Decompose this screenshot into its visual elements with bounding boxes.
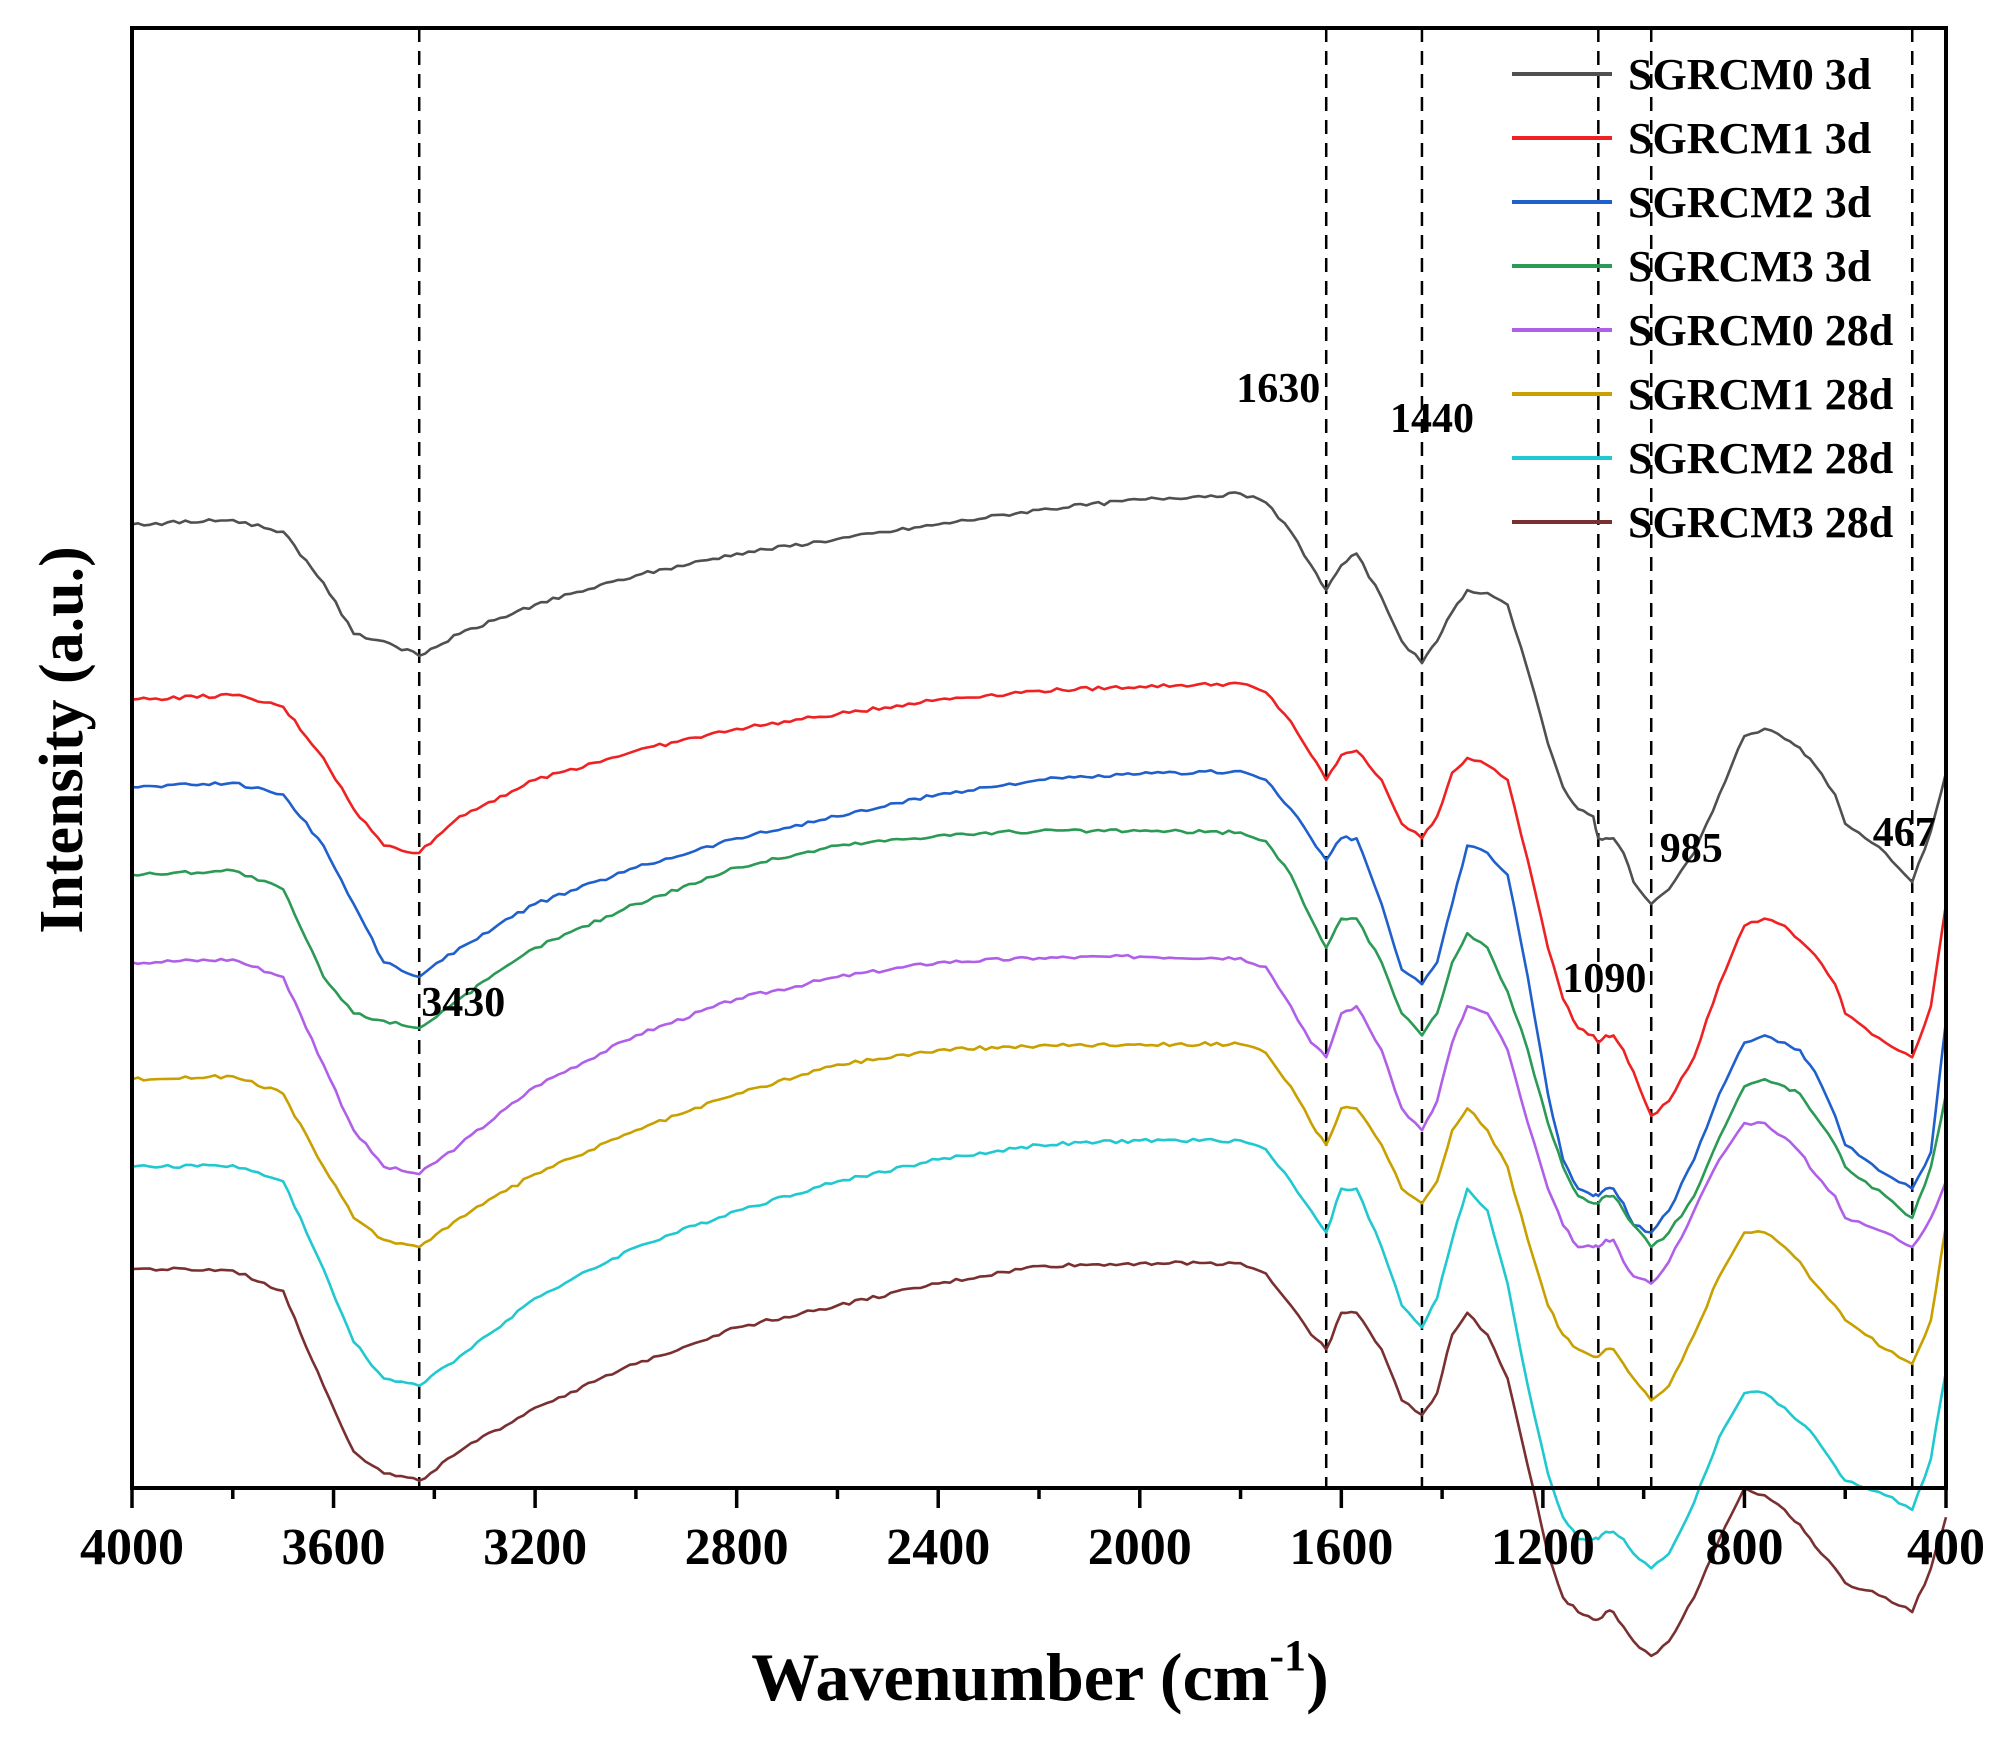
series-line-sgrcm3-28d <box>131 1260 1948 1658</box>
peak-label-1090: 1090 <box>1562 956 1646 1002</box>
x-tick-label-3200: 3200 <box>483 1519 587 1576</box>
x-axis-ticks <box>130 1488 1948 1508</box>
series-line-sgrcm1-3d <box>131 681 1948 1117</box>
peak-label-1440: 1440 <box>1390 396 1474 442</box>
legend-label-sgrcm1-28d: SGRCM1 28d <box>1628 370 1893 419</box>
peak-labels: 3430 1630 1440 1090 985 467 <box>421 366 1936 1026</box>
legend-label-sgrcm1-3d: SGRCM1 3d <box>1628 114 1871 163</box>
peak-label-985: 985 <box>1660 826 1723 872</box>
series-line-sgrcm0-3d <box>131 491 1948 906</box>
x-tick-label-1600: 1600 <box>1289 1519 1393 1576</box>
x-tick-label-1200: 1200 <box>1491 1519 1595 1576</box>
x-axis-title: Wavenumber (cm-1) <box>751 1631 1328 1715</box>
series-line-sgrcm3-3d <box>131 828 1948 1249</box>
x-tick-label-3600: 3600 <box>282 1519 386 1576</box>
legend-label-sgrcm0-3d: SGRCM0 3d <box>1628 50 1871 99</box>
x-tick-label-4000: 4000 <box>80 1519 184 1576</box>
y-axis-title: Intensity (a.u.) <box>28 546 96 934</box>
x-tick-label-800: 800 <box>1705 1519 1783 1576</box>
x-tick-label-2800: 2800 <box>685 1519 789 1576</box>
series-line-sgrcm1-28d <box>131 1041 1948 1402</box>
legend-label-sgrcm2-3d: SGRCM2 3d <box>1628 178 1871 227</box>
series-group <box>131 491 1948 1658</box>
peak-label-3430: 3430 <box>421 980 505 1026</box>
series-line-sgrcm0-28d <box>131 953 1948 1285</box>
legend-label-sgrcm3-28d: SGRCM3 28d <box>1628 498 1893 547</box>
legend-label-sgrcm2-28d: SGRCM2 28d <box>1628 434 1893 483</box>
x-tick-label-2000: 2000 <box>1088 1519 1192 1576</box>
legend: SGRCM0 3d SGRCM1 3d SGRCM2 3d SGRCM3 3d SGRC… <box>1512 50 1893 547</box>
x-axis-title-main: Wavenumber (cm <box>751 1639 1269 1715</box>
reference-lines <box>417 28 1914 1488</box>
x-tick-label-2400: 2400 <box>886 1519 990 1576</box>
peak-label-1630: 1630 <box>1236 366 1320 412</box>
x-axis-title-end: ) <box>1306 1639 1329 1715</box>
legend-label-sgrcm3-3d: SGRCM3 3d <box>1628 242 1871 291</box>
x-axis-title-superscript: -1 <box>1269 1631 1306 1680</box>
x-axis-tick-labels: 4000 3600 3200 2800 2400 2000 1600 1200 800 400 <box>80 1519 1985 1576</box>
legend-label-sgrcm0-28d: SGRCM0 28d <box>1628 306 1893 355</box>
peak-label-467: 467 <box>1873 810 1936 856</box>
series-line-sgrcm2-28d <box>131 1137 1948 1570</box>
x-tick-label-400: 400 <box>1907 1519 1985 1576</box>
